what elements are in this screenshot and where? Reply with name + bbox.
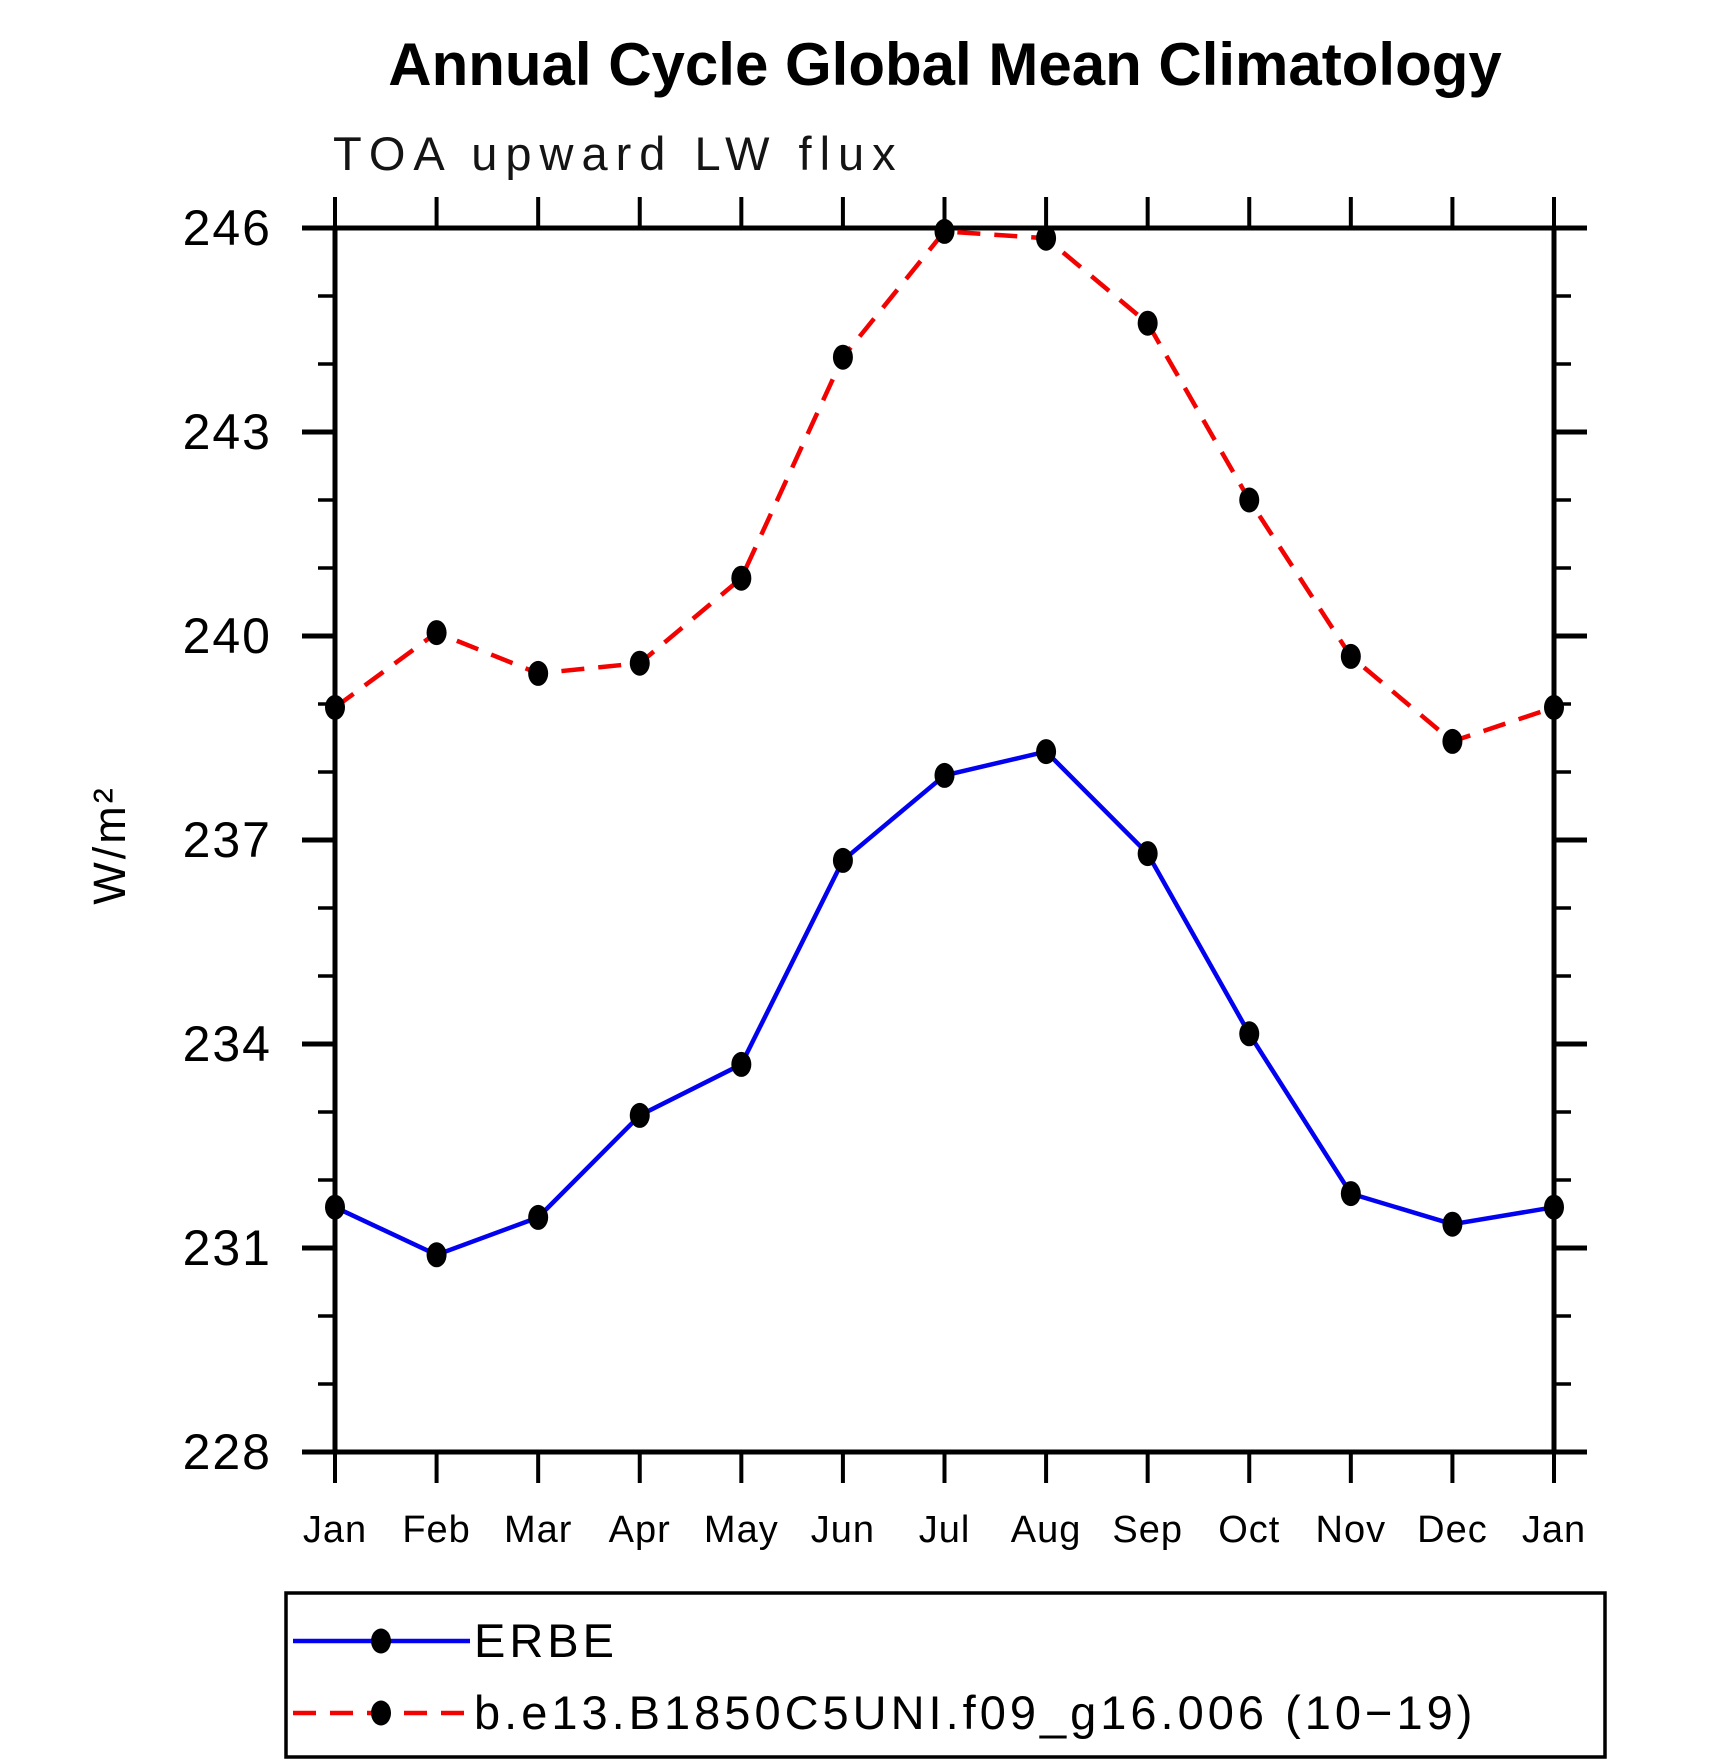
data-point-marker — [325, 694, 345, 720]
data-point-marker — [731, 1051, 752, 1077]
x-tick-label: Jan — [1522, 1509, 1586, 1551]
data-point-marker — [1239, 1021, 1260, 1047]
y-axis-title: W/m² — [84, 785, 135, 904]
data-point-marker — [528, 1204, 549, 1230]
data-point-marker — [629, 1102, 650, 1128]
x-tick-label: Jan — [303, 1509, 367, 1551]
data-point-marker — [1340, 1181, 1361, 1207]
data-point-marker — [934, 218, 955, 244]
chart-title: Annual Cycle Global Mean Climatology — [388, 31, 1502, 98]
x-tick-label: Dec — [1417, 1509, 1488, 1551]
data-point-marker — [832, 344, 853, 370]
data-point-marker — [325, 1194, 345, 1220]
legend-marker — [371, 1628, 391, 1654]
data-point-marker — [1544, 694, 1564, 720]
x-tick-label: May — [704, 1509, 779, 1551]
data-point-marker — [1239, 487, 1260, 513]
y-tick-label: 234 — [183, 1016, 272, 1072]
legend-box — [284, 1591, 1607, 1759]
series-line-erbe — [334, 749, 1555, 1258]
data-point-marker — [1137, 841, 1158, 867]
legend-label: ERBE — [474, 1614, 618, 1667]
data-point-marker — [528, 660, 549, 686]
data-point-marker — [1036, 225, 1057, 251]
x-tick-label: Oct — [1218, 1509, 1280, 1551]
data-point-marker — [1137, 310, 1158, 336]
y-tick-label: 243 — [183, 404, 272, 460]
x-tick-label: Nov — [1316, 1509, 1387, 1551]
data-point-marker — [629, 650, 650, 676]
x-tick-label: Mar — [504, 1509, 572, 1551]
y-tick-label: 240 — [183, 608, 272, 664]
data-point-marker — [731, 565, 752, 591]
x-tick-label: Aug — [1011, 1509, 1082, 1551]
plot-frame — [332, 225, 1557, 1455]
y-tick-label: 231 — [183, 1220, 272, 1276]
series-line-model — [333, 229, 1555, 744]
data-point-marker — [832, 847, 853, 873]
data-point-marker — [426, 620, 447, 646]
chart-subtitle: TOA upward LW flux — [333, 127, 904, 180]
data-point-marker — [1036, 739, 1057, 765]
data-point-marker — [1544, 1194, 1564, 1220]
data-point-marker — [934, 762, 955, 788]
x-tick-label: Sep — [1112, 1509, 1183, 1551]
data-point-marker — [426, 1242, 447, 1268]
x-tick-label: Jun — [811, 1509, 875, 1551]
legend-label: b.e13.B1850C5UNI.f09_g16.006 (10−19) — [474, 1686, 1476, 1739]
legend-marker — [371, 1700, 391, 1726]
data-point-marker — [1340, 643, 1361, 669]
x-tick-label: Feb — [402, 1509, 470, 1551]
y-tick-label: 237 — [183, 812, 272, 868]
data-point-marker — [1442, 1211, 1463, 1237]
x-tick-label: Apr — [609, 1509, 671, 1551]
x-tick-label: Jul — [919, 1509, 971, 1551]
y-tick-label: 228 — [183, 1424, 272, 1480]
data-point-marker — [1442, 728, 1463, 754]
y-tick-label: 246 — [183, 200, 272, 256]
